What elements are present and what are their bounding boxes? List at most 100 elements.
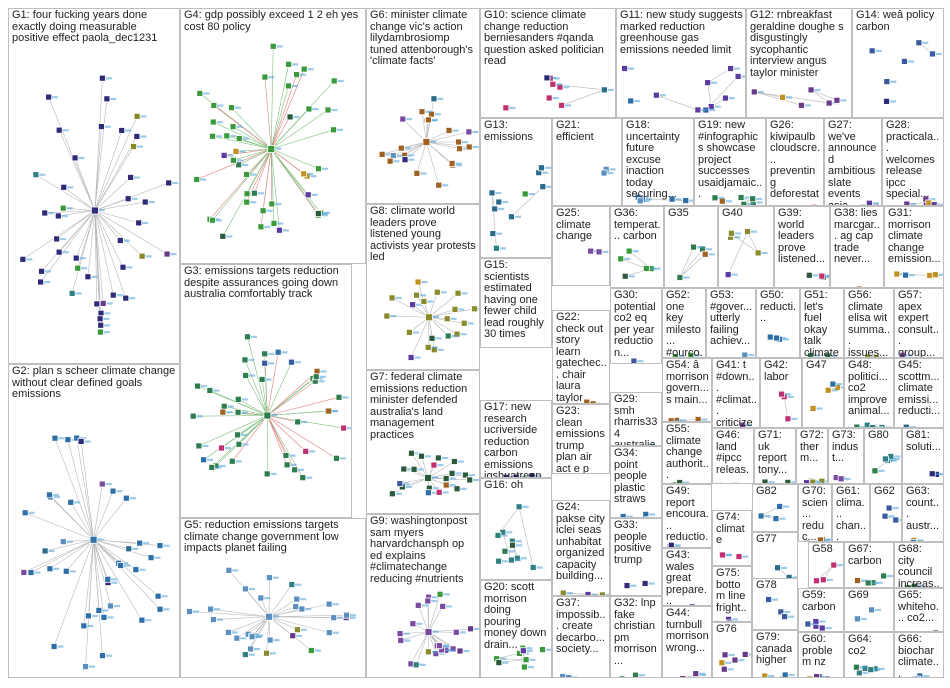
user-node[interactable]	[630, 357, 638, 364]
user-node[interactable]	[288, 358, 295, 366]
user-node[interactable]	[809, 405, 817, 412]
user-node[interactable]	[912, 675, 919, 678]
user-node[interactable]	[409, 620, 417, 628]
user-node[interactable]	[864, 353, 872, 358]
user-node[interactable]	[667, 417, 675, 422]
user-node[interactable]	[718, 659, 726, 667]
user-node[interactable]	[55, 126, 63, 134]
user-node[interactable]	[817, 536, 824, 542]
user-node[interactable]	[471, 305, 478, 313]
user-node[interactable]	[233, 634, 241, 642]
user-node[interactable]	[263, 411, 272, 420]
user-node[interactable]	[508, 213, 515, 221]
user-node[interactable]	[455, 138, 462, 146]
user-node[interactable]	[433, 288, 441, 296]
user-node[interactable]	[324, 106, 332, 114]
user-node[interactable]	[901, 58, 908, 65]
user-node[interactable]	[103, 95, 111, 103]
user-node[interactable]	[386, 157, 394, 165]
user-node[interactable]	[451, 306, 459, 313]
user-node[interactable]	[243, 171, 251, 178]
user-node[interactable]	[930, 201, 938, 206]
user-node[interactable]	[598, 591, 606, 596]
user-node[interactable]	[263, 470, 271, 478]
user-node[interactable]	[854, 577, 861, 584]
user-node[interactable]	[432, 650, 440, 658]
user-node[interactable]	[228, 457, 236, 465]
user-node[interactable]	[761, 478, 769, 484]
user-node[interactable]	[257, 223, 265, 231]
user-node[interactable]	[549, 80, 557, 88]
user-node[interactable]	[242, 372, 250, 379]
user-node[interactable]	[819, 576, 827, 584]
user-node[interactable]	[777, 608, 785, 616]
user-node[interactable]	[465, 128, 473, 136]
user-node[interactable]	[456, 145, 463, 153]
user-node[interactable]	[414, 601, 422, 609]
user-node[interactable]	[449, 645, 457, 653]
user-node[interactable]	[74, 264, 82, 272]
user-node[interactable]	[648, 443, 656, 446]
user-node[interactable]	[282, 452, 290, 459]
user-node[interactable]	[766, 333, 774, 341]
user-node[interactable]	[38, 267, 45, 275]
user-node[interactable]	[692, 670, 700, 677]
user-node[interactable]	[408, 449, 415, 457]
user-node[interactable]	[495, 557, 503, 565]
user-node[interactable]	[855, 669, 863, 677]
user-node[interactable]	[235, 440, 243, 448]
user-node[interactable]	[824, 352, 832, 358]
user-node[interactable]	[118, 127, 126, 134]
user-node[interactable]	[869, 424, 877, 428]
user-node[interactable]	[305, 105, 313, 113]
user-node[interactable]	[424, 628, 433, 636]
user-node[interactable]	[71, 154, 79, 162]
user-node[interactable]	[396, 480, 404, 488]
user-node[interactable]	[98, 480, 106, 488]
user-node[interactable]	[165, 179, 173, 187]
user-node[interactable]	[728, 229, 735, 237]
user-node[interactable]	[135, 219, 143, 227]
user-node[interactable]	[452, 628, 460, 636]
user-node[interactable]	[754, 249, 762, 257]
user-node[interactable]	[19, 255, 27, 263]
user-node[interactable]	[774, 564, 781, 572]
user-node[interactable]	[679, 675, 687, 678]
user-node[interactable]	[539, 646, 546, 654]
user-node[interactable]	[621, 272, 629, 280]
user-node[interactable]	[864, 579, 872, 587]
user-node[interactable]	[537, 164, 545, 172]
user-node[interactable]	[98, 123, 105, 131]
user-node[interactable]	[600, 86, 608, 94]
user-node[interactable]	[98, 74, 106, 82]
user-node[interactable]	[234, 431, 241, 439]
user-node[interactable]	[64, 436, 72, 444]
user-node[interactable]	[903, 200, 911, 206]
user-node[interactable]	[813, 577, 820, 585]
user-node[interactable]	[247, 645, 254, 653]
user-node[interactable]	[104, 575, 112, 583]
user-node[interactable]	[878, 424, 886, 428]
user-node[interactable]	[424, 474, 432, 482]
user-node[interactable]	[218, 444, 225, 452]
user-node[interactable]	[193, 176, 201, 183]
user-node[interactable]	[314, 210, 322, 217]
user-node[interactable]	[810, 203, 818, 206]
user-node[interactable]	[725, 615, 732, 622]
user-node[interactable]	[234, 395, 242, 403]
user-node[interactable]	[694, 416, 702, 422]
user-node[interactable]	[220, 402, 228, 410]
user-node[interactable]	[60, 183, 68, 191]
user-node[interactable]	[512, 473, 520, 478]
user-node[interactable]	[330, 77, 338, 85]
user-node[interactable]	[59, 204, 67, 212]
user-node[interactable]	[50, 643, 58, 650]
user-node[interactable]	[141, 198, 149, 206]
user-node[interactable]	[735, 553, 743, 560]
user-node[interactable]	[117, 562, 125, 569]
user-node[interactable]	[109, 291, 117, 299]
user-node[interactable]	[899, 351, 906, 358]
user-node[interactable]	[414, 278, 422, 286]
user-node[interactable]	[228, 104, 235, 112]
user-node[interactable]	[133, 133, 141, 140]
